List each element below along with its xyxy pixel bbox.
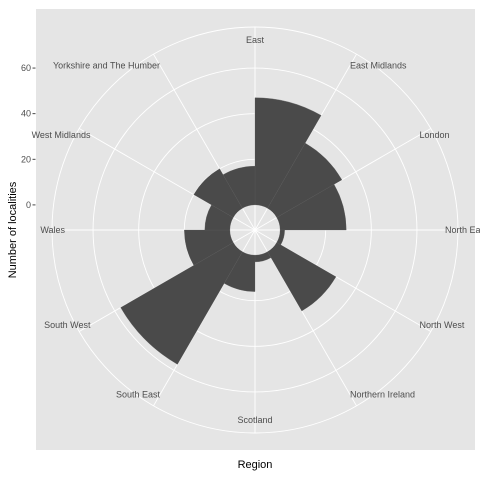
category-label: East Midlands [350, 60, 407, 70]
bar-east [254, 97, 322, 209]
category-label: Wales [40, 225, 65, 235]
y-tick-label: 40 [21, 109, 31, 119]
category-label: North East [445, 225, 480, 235]
category-label: South East [116, 390, 161, 400]
outer-gridline [51, 26, 459, 434]
category-label: Yorkshire and The Humber [53, 60, 160, 70]
bar-west-midlands [193, 168, 243, 218]
category-label: West Midlands [32, 130, 91, 140]
bar-yorkshire-and-the-humber [222, 165, 256, 209]
category-label: East [246, 35, 265, 45]
category-label: South West [44, 320, 91, 330]
y-tick-label: 20 [21, 154, 31, 164]
bar-london [276, 184, 347, 231]
bars-layer [120, 97, 347, 365]
category-label-layer: East East Midlands London North East North W… [32, 35, 480, 425]
circular-gridline [92, 67, 418, 393]
y-tick-label: 60 [21, 63, 31, 73]
y-tick-label: 0 [26, 200, 31, 210]
category-label: Northern Ireland [350, 390, 415, 400]
category-label: London [420, 130, 450, 140]
x-axis-title: Region [238, 459, 273, 471]
y-tick-layer: 0 20 40 60 [21, 63, 36, 210]
category-label: Scotland [237, 415, 272, 425]
bar-south-west [184, 229, 234, 266]
category-label: North West [420, 320, 465, 330]
y-axis-title: Number of localities [7, 181, 19, 278]
bar-north-west [267, 242, 337, 312]
bar-east-midlands [267, 142, 343, 218]
bar-south-east [120, 242, 243, 365]
